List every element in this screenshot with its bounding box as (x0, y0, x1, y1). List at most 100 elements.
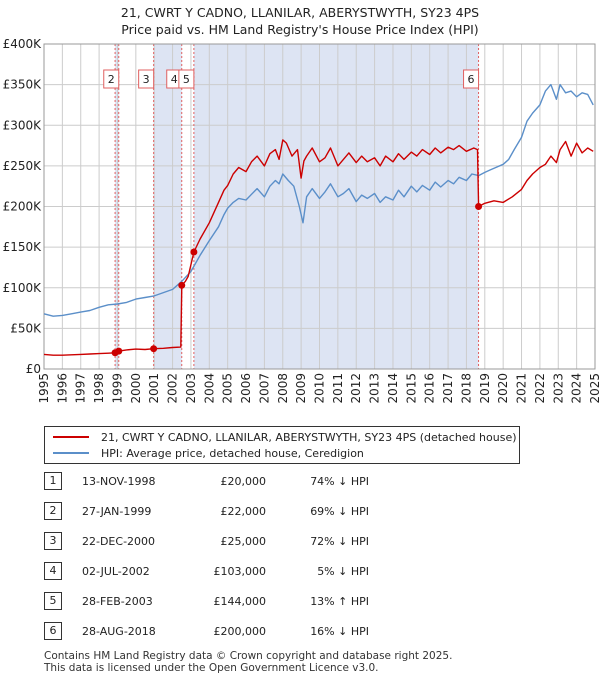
chart-title-line1: 21, CWRT Y CADNO, LLANILAR, ABERYSTWYTH,… (120, 5, 480, 20)
price-chart: £0 £50K £100K £150K £200K £250K £300K £350K £400… (3, 37, 600, 404)
sale-number-badge: 3 (44, 532, 62, 550)
sale-price: £144,000 (213, 595, 267, 608)
y-tick-label: £0 (26, 362, 41, 376)
legend-item-property: 21, CWRT Y CADNO, LLANILAR, ABERYSTWYTH,… (53, 429, 517, 445)
x-tick-label: 2002 (166, 373, 180, 404)
sale-marker-badge: 2 (103, 69, 120, 89)
x-tick-label: 2009 (294, 373, 308, 404)
x-tick-label: 1995 (37, 373, 51, 404)
plot-border (43, 43, 596, 370)
sale-date: 28-FEB-2003 (82, 595, 153, 608)
sale-hpi-relation: 13% ↑ HPI (310, 595, 369, 608)
sale-price: £103,000 (213, 565, 267, 578)
y-tick-label: £300K (3, 118, 43, 132)
sale-marker-box (138, 69, 155, 89)
sale-price: £20,000 (220, 475, 267, 488)
sale-marker-label: 6 (468, 73, 475, 86)
x-tick-label: 2007 (257, 373, 271, 404)
x-tick-label: 2017 (441, 373, 455, 404)
x-tick-label: 2021 (515, 373, 529, 404)
sale-row: 6 28-AUG-2018 £200,000 16% ↓ HPI (44, 622, 404, 642)
sale-marker-badge: 3 (138, 69, 155, 89)
x-tick-label: 2023 (551, 373, 565, 404)
sale-number-badge: 1 (44, 472, 62, 490)
sale-date: 28-AUG-2018 (82, 625, 156, 638)
hpi-line (43, 83, 594, 317)
sale-hpi-relation: 72% ↓ HPI (310, 535, 369, 548)
sale-number-badge: 5 (44, 592, 62, 610)
x-tick-label: 1996 (55, 373, 69, 404)
y-tick-label: £100K (3, 281, 43, 295)
x-tick-label: 2004 (202, 373, 216, 404)
sale-date: 13-NOV-1998 (82, 475, 156, 488)
x-tick-label: 1997 (74, 373, 88, 404)
x-tick-label: 2008 (276, 373, 290, 404)
x-tick-label: 2013 (368, 373, 382, 404)
footer: Contains HM Land Registry data © Crown c… (44, 650, 452, 674)
sale-hpi-relation: 5% ↓ HPI (317, 565, 369, 578)
sale-hpi-relation: 16% ↓ HPI (310, 625, 369, 638)
chart-title: 21, CWRT Y CADNO, LLANILAR, ABERYSTWYTH,… (0, 4, 600, 38)
y-tick-label: £350K (3, 78, 43, 92)
property-price-line (43, 139, 594, 356)
sale-marker-box (178, 69, 195, 89)
x-tick-label: 2024 (570, 373, 584, 404)
sale-number-badge: 4 (44, 562, 62, 580)
sale-marker-label: 3 (143, 73, 150, 86)
legend: 21, CWRT Y CADNO, LLANILAR, ABERYSTWYTH,… (44, 426, 520, 464)
chart-title-line2: Price paid vs. HM Land Registry's House … (121, 22, 479, 37)
sale-date: 02-JUL-2002 (82, 565, 150, 578)
x-tick-label: 2012 (349, 373, 363, 404)
sale-point (475, 203, 483, 210)
x-tick-label: 2022 (533, 373, 547, 404)
footer-line2: This data is licensed under the Open Gov… (44, 662, 379, 674)
sale-marker-badge: 5 (178, 69, 195, 89)
sale-row: 2 27-JAN-1999 £22,000 69% ↓ HPI (44, 502, 404, 522)
sale-point (190, 248, 198, 256)
x-tick-label: 2019 (478, 373, 492, 404)
sale-price: £200,000 (213, 625, 267, 638)
x-tick-label: 2001 (147, 373, 161, 404)
sale-price: £25,000 (220, 535, 267, 548)
sale-point (150, 345, 158, 353)
sale-marker-box (103, 69, 120, 89)
x-tick-label: 2025 (588, 373, 600, 404)
x-tick-label: 2015 (404, 373, 418, 404)
y-tick-label: £200K (3, 200, 43, 214)
sale-date: 27-JAN-1999 (82, 505, 152, 518)
x-tick-label: 1999 (110, 373, 124, 404)
legend-swatch-hpi (53, 452, 89, 454)
sale-marker-label: 5 (183, 73, 190, 86)
sale-row: 3 22-DEC-2000 £25,000 72% ↓ HPI (44, 532, 404, 552)
sale-hpi-relation: 74% ↓ HPI (310, 475, 369, 488)
sale-point (115, 347, 123, 355)
footer-line1: Contains HM Land Registry data © Crown c… (44, 650, 453, 662)
sale-marker-label: 4 (171, 73, 178, 86)
sale-row: 4 02-JUL-2002 £103,000 5% ↓ HPI (44, 562, 404, 582)
sale-row: 5 28-FEB-2003 £144,000 13% ↑ HPI (44, 592, 404, 612)
y-tick-label: £50K (10, 321, 42, 335)
y-tick-label: £400K (3, 37, 43, 51)
x-tick-label: 2011 (331, 373, 345, 404)
sale-hpi-relation: 69% ↓ HPI (310, 505, 369, 518)
x-tick-label: 2006 (239, 373, 253, 404)
sale-number-badge: 2 (44, 502, 62, 520)
sale-price: £22,000 (220, 505, 267, 518)
x-tick-label: 2000 (129, 373, 143, 404)
x-tick-label: 2003 (184, 373, 198, 404)
x-tick-label: 2018 (459, 373, 473, 404)
sale-marker-box (463, 69, 480, 89)
x-tick-label: 2020 (496, 373, 510, 404)
sale-date: 22-DEC-2000 (82, 535, 156, 548)
sale-row: 1 13-NOV-1998 £20,000 74% ↓ HPI (44, 472, 404, 492)
x-tick-label: 2010 (313, 373, 327, 404)
x-tick-label: 1998 (92, 373, 106, 404)
sale-marker-label: 2 (108, 73, 115, 86)
sale-marker-badge: 4 (166, 69, 183, 89)
sale-marker-badge: 6 (463, 69, 480, 89)
legend-label-hpi: HPI: Average price, detached house, Cere… (101, 446, 364, 460)
legend-label-property: 21, CWRT Y CADNO, LLANILAR, ABERYSTWYTH,… (101, 430, 517, 444)
x-tick-label: 2014 (386, 373, 400, 404)
y-tick-label: £250K (3, 159, 43, 173)
y-tick-label: £150K (3, 240, 43, 254)
